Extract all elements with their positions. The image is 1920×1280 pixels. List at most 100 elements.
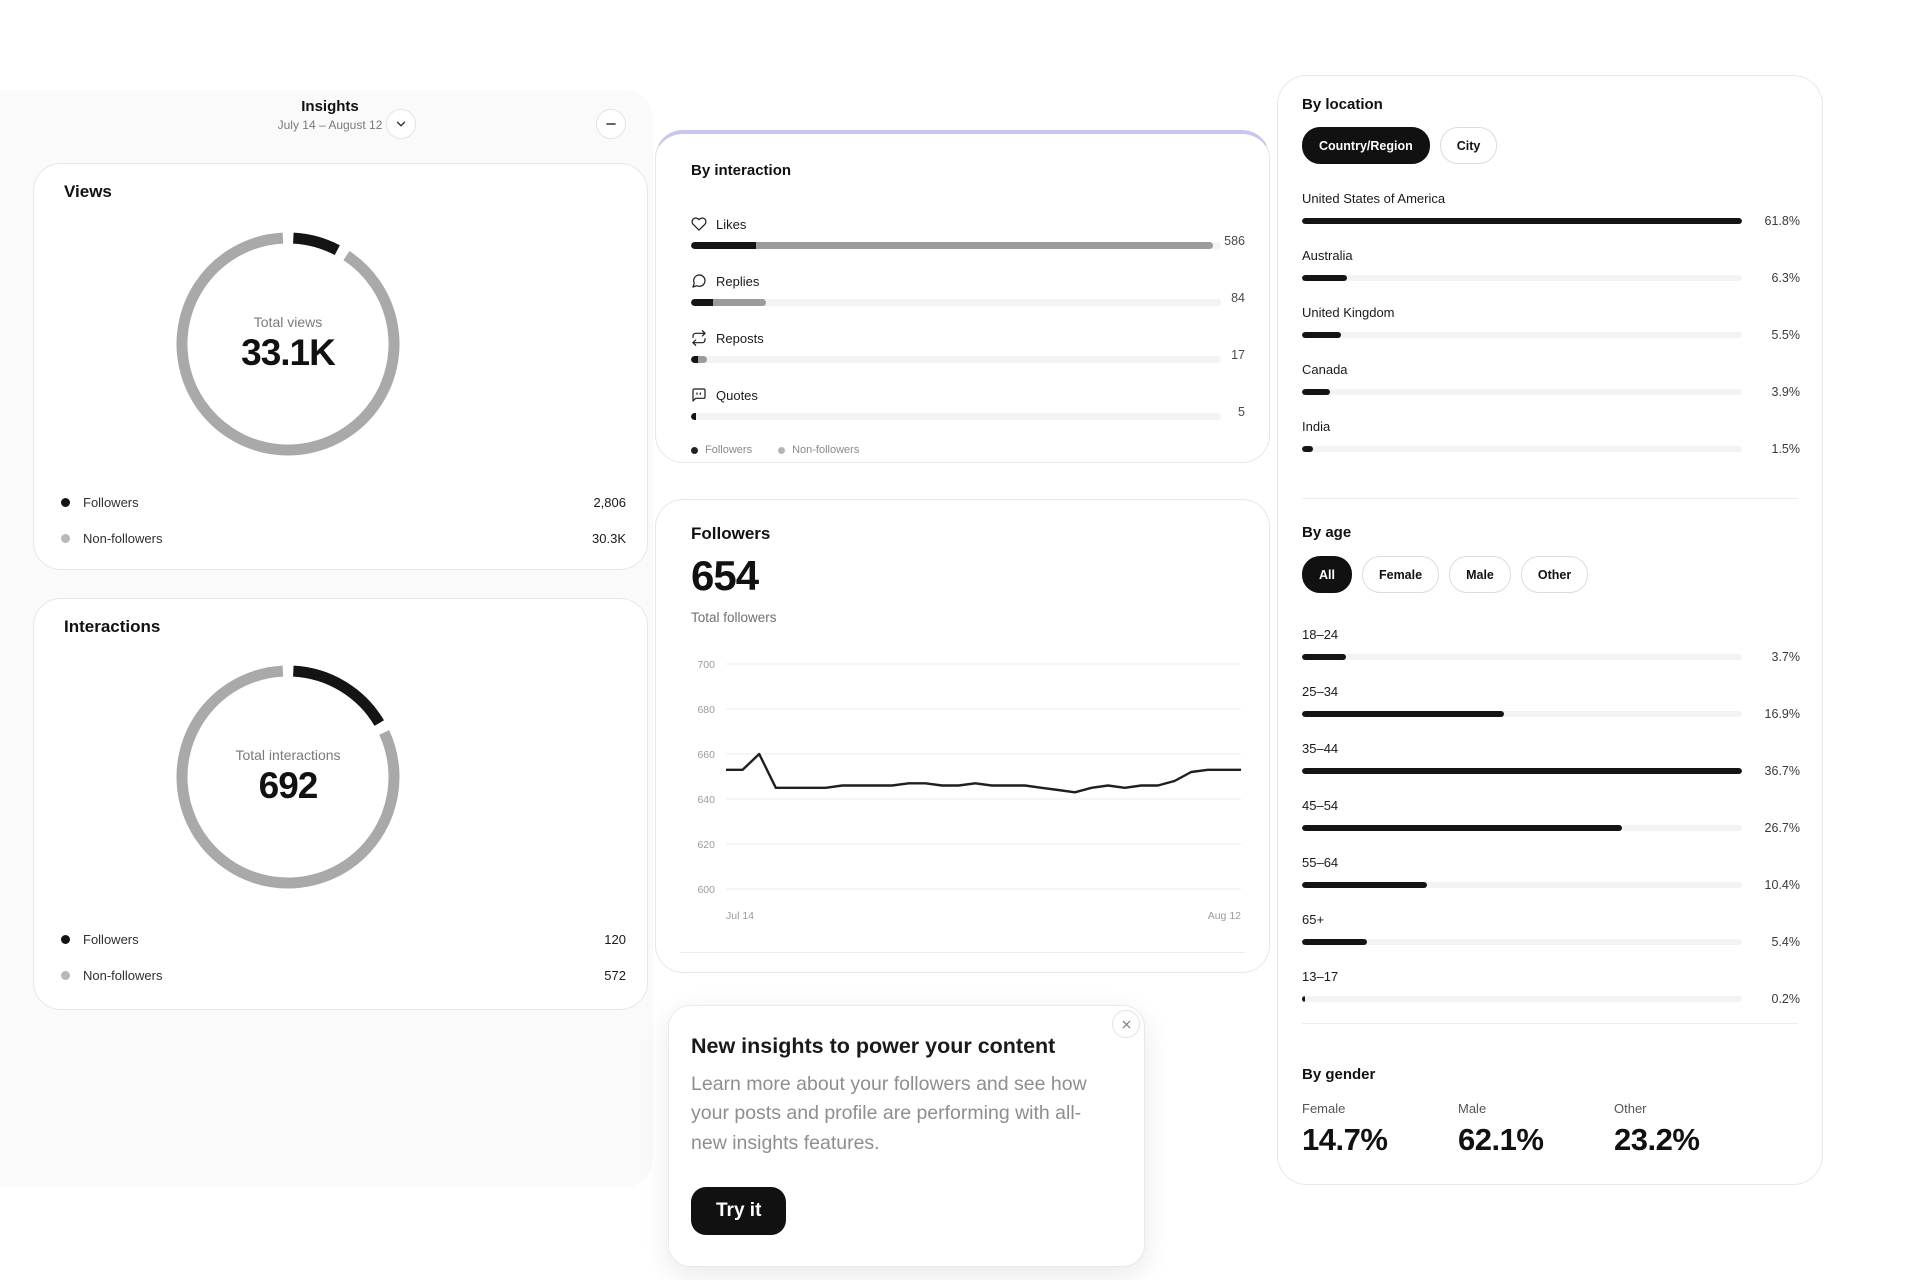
total-followers-label: Total followers: [691, 610, 777, 625]
heart-icon: [691, 216, 716, 232]
tab-city[interactable]: City: [1439, 127, 1498, 164]
section-divider: [1302, 498, 1798, 499]
interactions-legend-followers: Followers 120: [61, 927, 626, 951]
bar-track: [1302, 275, 1742, 281]
insights-panel: Insights July 14 – August 12 Views Total…: [0, 90, 653, 1187]
interaction-legend: Followers Non-followers: [691, 444, 859, 456]
views-card: Views Total views 33.1K Followers 2,806 …: [33, 163, 648, 570]
tab-all[interactable]: All: [1302, 556, 1352, 593]
views-center-label: Total views: [253, 314, 323, 330]
chevron-down-icon: [394, 117, 408, 131]
svg-text:640: 640: [697, 794, 715, 806]
age-row-55-64: 55–64 10.4%: [1302, 855, 1800, 892]
tab-female[interactable]: Female: [1361, 556, 1440, 593]
interactions-center-label: Total interactions: [235, 747, 341, 763]
interactions-legend-nonfollowers: Non-followers 572: [61, 963, 626, 987]
followers-dot-icon: [61, 934, 70, 944]
female-pct-value: 14.7%: [1302, 1122, 1388, 1157]
age-row-45-54: 45–54 26.7%: [1302, 798, 1800, 835]
followers-card: Followers 654 Total followers 700 680 66…: [655, 499, 1270, 973]
close-button[interactable]: [1112, 1010, 1140, 1038]
non-followers-dot-icon: [778, 446, 786, 454]
bar-track: [1302, 389, 1742, 395]
other-pct-value: 23.2%: [1614, 1122, 1700, 1157]
bar-track: [1302, 939, 1742, 945]
followers-dot-icon: [691, 446, 698, 454]
interactions-donut-ring: [176, 665, 400, 889]
reposts-bar: [691, 356, 1221, 363]
insights-header: Insights July 14 – August 12: [216, 98, 444, 132]
gender-other: Other 23.2%: [1614, 1101, 1764, 1158]
age-row-18-24: 18–24 3.7%: [1302, 627, 1800, 664]
reposts-bar-followers: [691, 356, 698, 363]
tab-male[interactable]: Male: [1449, 556, 1511, 593]
tab-other[interactable]: Other: [1520, 556, 1589, 593]
age-tabs: All Female Male Other: [1302, 556, 1589, 593]
bar-track: [1302, 446, 1742, 452]
interactions-card: Interactions Total interactions 692 Foll…: [33, 598, 648, 1010]
male-pct-value: 62.1%: [1458, 1122, 1544, 1157]
views-legend-nonfollowers: Non-followers 30.3K: [61, 526, 626, 550]
age-row-65-plus: 65+ 5.4%: [1302, 912, 1800, 949]
audience-panel: By location Country/Region City United S…: [1277, 75, 1823, 1185]
card-footer-divider: [680, 952, 1245, 953]
bar-track: [1302, 768, 1742, 774]
gender-male: Male 62.1%: [1458, 1101, 1608, 1158]
replies-bar-nonfollowers: [713, 299, 767, 306]
gender-female: Female 14.7%: [1302, 1101, 1452, 1158]
popup-body-text: Learn more about your followers and see …: [691, 1073, 1087, 1154]
bar-track: [1302, 218, 1742, 224]
non-followers-dot-icon: [61, 533, 70, 543]
bar-fill: [1302, 446, 1313, 452]
bar-fill: [1302, 275, 1347, 281]
bar-track: [1302, 332, 1742, 338]
by-interaction-card: By interaction Likes 586 Replies 84: [655, 130, 1270, 463]
try-it-button[interactable]: Try it: [691, 1187, 787, 1235]
interactions-card-title: Interactions: [64, 617, 161, 636]
x-axis-end-label: Aug 12: [1208, 910, 1241, 922]
followers-trend-line: [726, 752, 1241, 794]
svg-text:680: 680: [697, 704, 715, 716]
interaction-row-likes: Likes 586: [691, 214, 1245, 249]
age-row-13-17: 13–17 0.2%: [1302, 969, 1800, 1006]
likes-value: 586: [1224, 234, 1245, 248]
bar-fill: [1302, 882, 1427, 888]
location-row-united-states: United States of America 61.8%: [1302, 191, 1800, 228]
bar-track: [1302, 996, 1742, 1002]
likes-bar-nonfollowers: [755, 242, 1214, 249]
svg-text:620: 620: [697, 839, 715, 851]
views-card-title: Views: [64, 182, 112, 201]
interaction-row-quotes: Quotes 5: [691, 385, 1245, 420]
tab-country-region[interactable]: Country/Region: [1302, 127, 1430, 164]
interactions-donut-chart: Total interactions 692: [168, 657, 408, 897]
page-title: Insights: [301, 98, 359, 115]
popup-title: New insights to power your content: [691, 1034, 1056, 1058]
reposts-bar-nonfollowers: [697, 356, 707, 363]
bar-fill: [1302, 332, 1342, 338]
quotes-value: 5: [1238, 405, 1245, 419]
views-center-value: 33.1K: [241, 332, 336, 373]
replies-value: 84: [1231, 291, 1245, 305]
quotes-bar: [691, 413, 1221, 420]
bar-fill: [1302, 218, 1742, 224]
non-followers-dot-icon: [61, 970, 70, 980]
date-range-dropdown-button[interactable]: [386, 109, 416, 139]
bar-track: [1302, 711, 1742, 717]
bar-fill: [1302, 768, 1742, 774]
likes-bar-followers: [691, 242, 756, 249]
by-age-title: By age: [1302, 524, 1352, 541]
interactions-center-value: 692: [258, 765, 319, 806]
replies-bar: [691, 299, 1221, 306]
interactions-followers-value: 120: [604, 931, 626, 947]
bar-track: [1302, 825, 1742, 831]
svg-text:660: 660: [697, 749, 715, 761]
total-followers-value: 654: [691, 552, 759, 599]
bar-fill: [1302, 711, 1505, 717]
quote-icon: [691, 387, 716, 403]
bar-fill: [1302, 825, 1623, 831]
location-row-australia: Australia 6.3%: [1302, 248, 1800, 285]
new-insights-popup: New insights to power your content Learn…: [668, 1005, 1145, 1267]
location-row-india: India 1.5%: [1302, 419, 1800, 456]
interaction-row-reposts: Reposts 17: [691, 328, 1245, 363]
collapse-button[interactable]: [596, 109, 626, 139]
